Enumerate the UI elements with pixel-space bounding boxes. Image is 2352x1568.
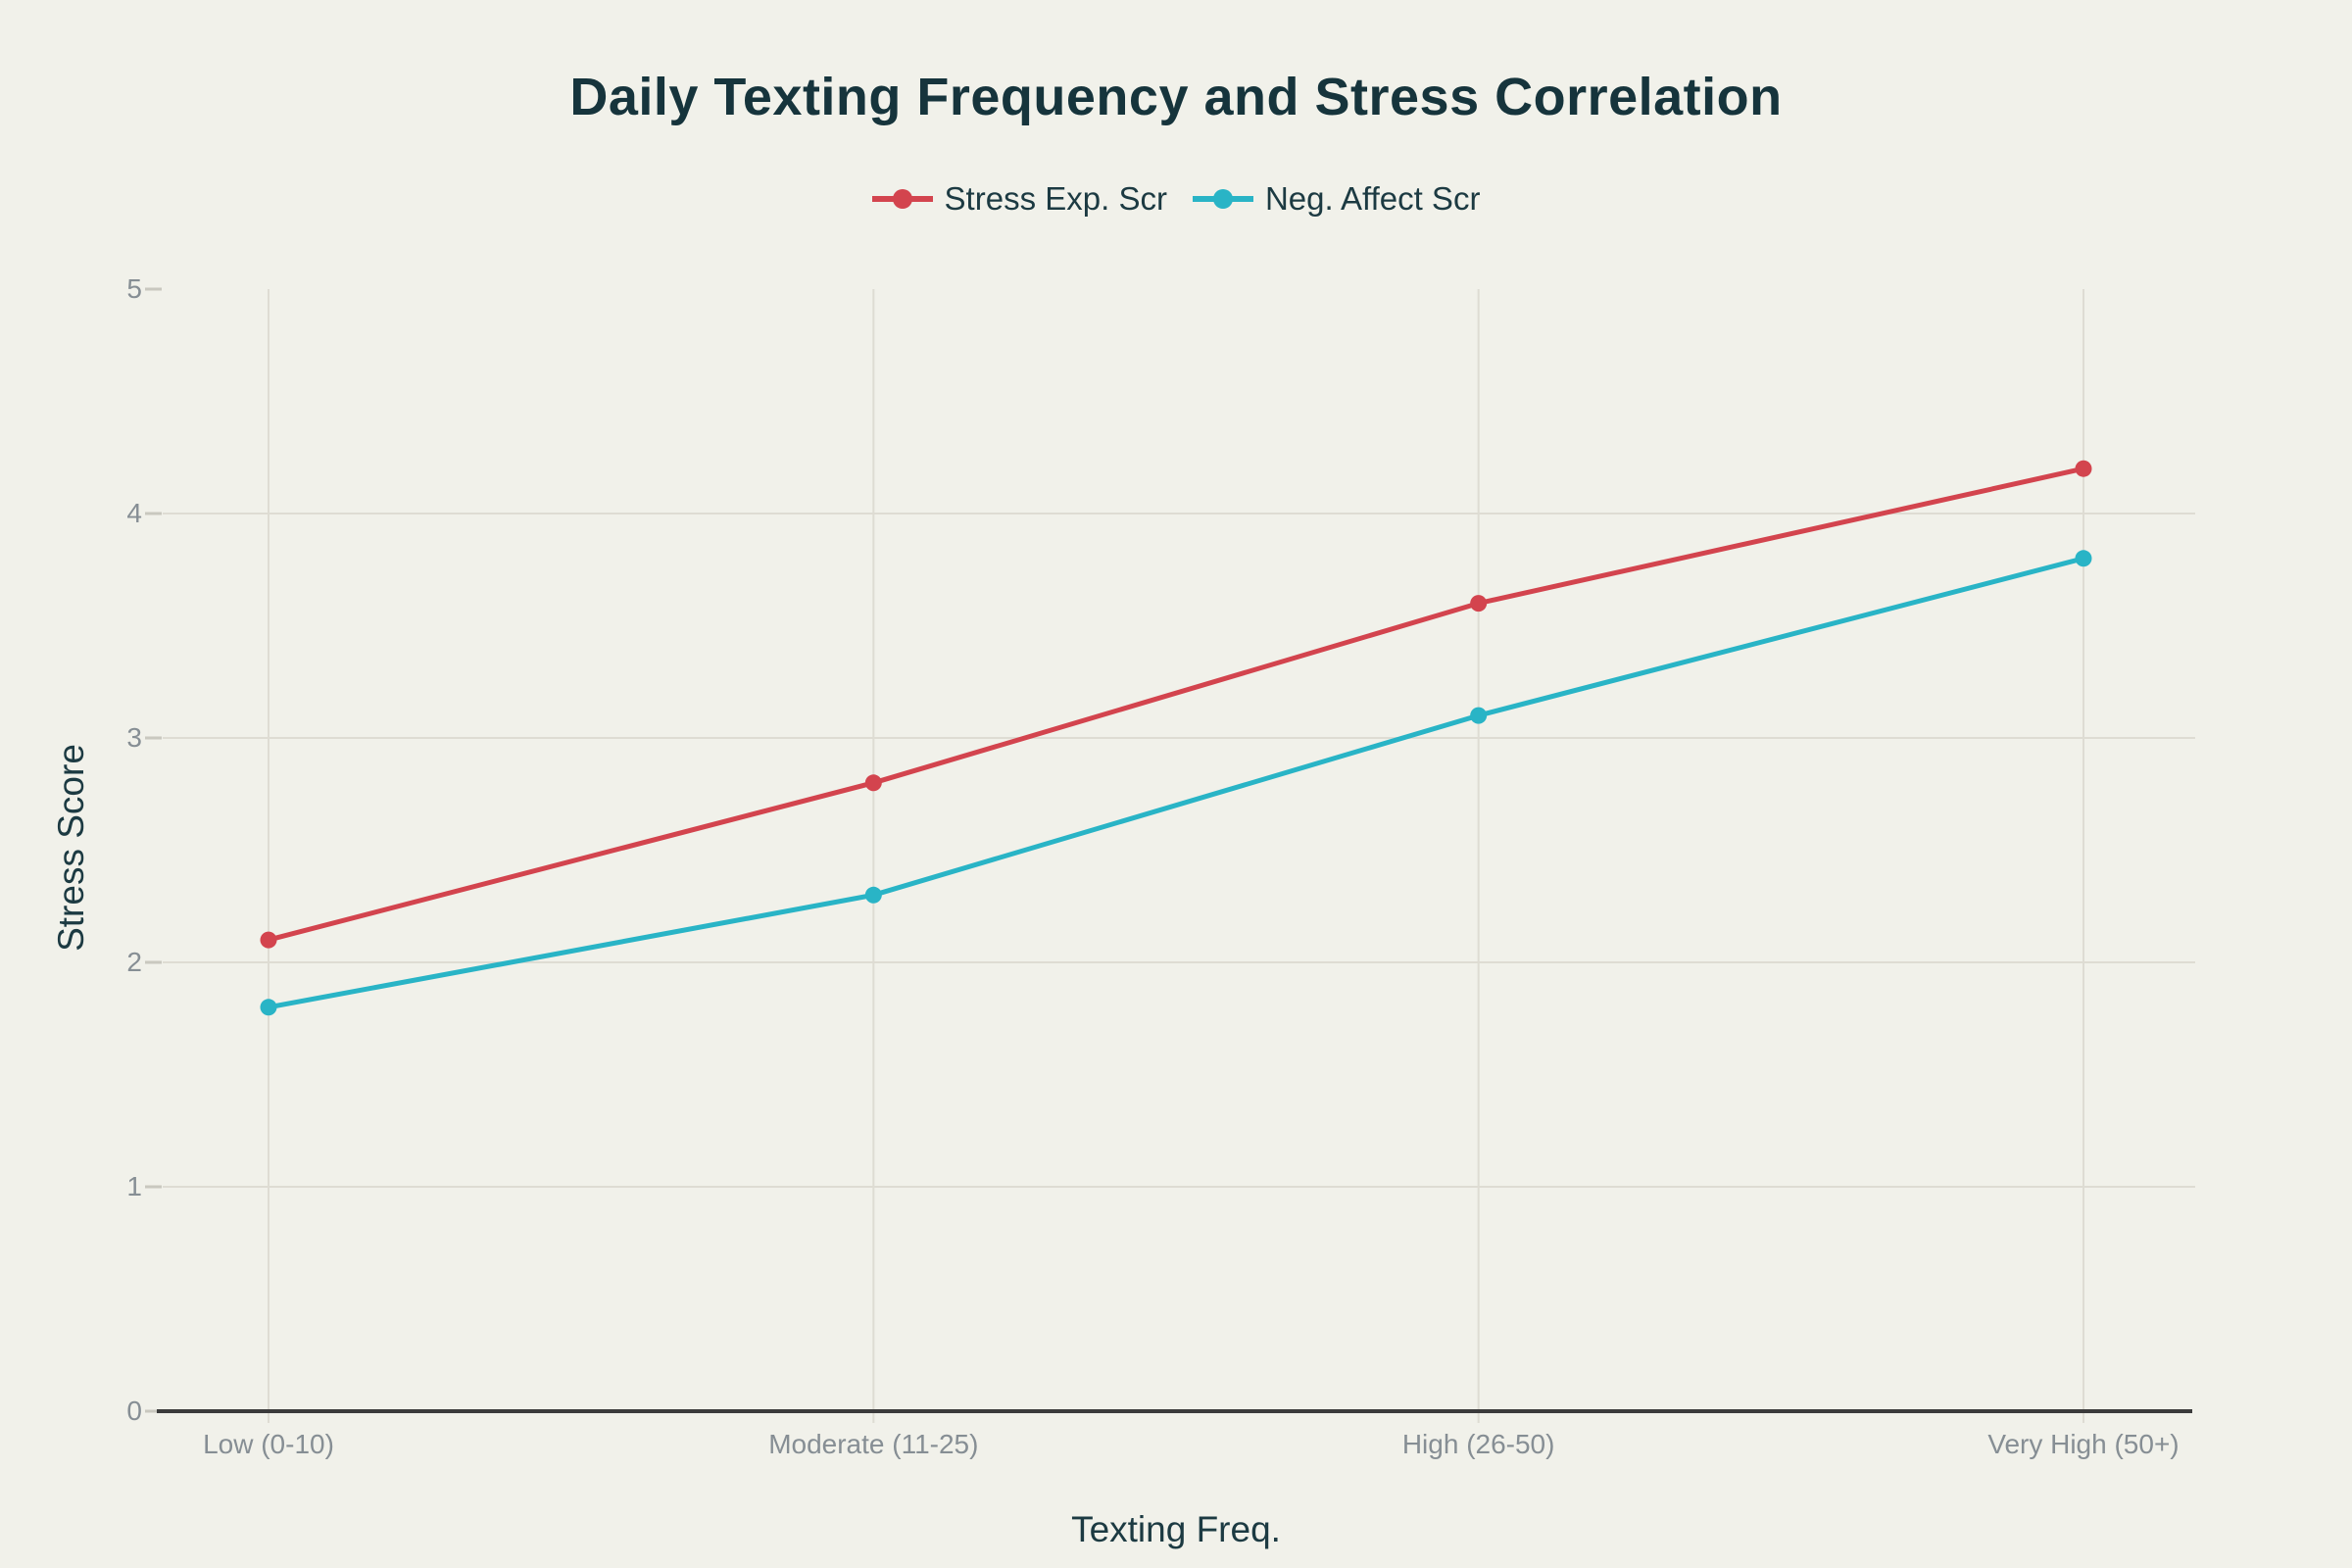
- y-axis-title: Stress Score: [51, 744, 91, 952]
- y-tick-label: 3: [126, 722, 142, 753]
- y-tick-label: 4: [126, 498, 142, 528]
- legend-item-neg-affect-scr[interactable]: Neg. Affect Scr: [1192, 180, 1481, 218]
- legend-label: Neg. Affect Scr: [1264, 180, 1481, 217]
- x-tick-label: Very High (50+): [1987, 1429, 2179, 1459]
- legend-marker-icon: [1192, 189, 1253, 209]
- chart-title: Daily Texting Frequency and Stress Corre…: [569, 68, 1783, 126]
- legend-marker-icon: [871, 189, 933, 209]
- y-tick-label: 1: [126, 1171, 142, 1201]
- data-point-stress-exp-scr: [2075, 460, 2092, 477]
- y-tick-label: 0: [126, 1396, 142, 1426]
- legend-item-stress-exp-scr[interactable]: Stress Exp. Scr: [871, 180, 1167, 218]
- data-point-neg-affect-scr: [260, 999, 277, 1016]
- data-point-neg-affect-scr: [1470, 707, 1488, 724]
- data-point-neg-affect-scr: [864, 886, 882, 904]
- legend: Stress Exp. Scr Neg. Affect Scr: [0, 180, 2352, 218]
- y-tick-label: 2: [126, 947, 142, 977]
- y-tick-label: 5: [126, 273, 142, 304]
- data-point-stress-exp-scr: [864, 774, 882, 792]
- x-axis-title: Texting Freq.: [1071, 1509, 1281, 1549]
- x-tick-label: Low (0-10): [203, 1429, 334, 1459]
- data-point-neg-affect-scr: [2075, 550, 2092, 567]
- series-line-stress-exp-scr: [266, 466, 2086, 943]
- legend-label: Stress Exp. Scr: [944, 180, 1167, 217]
- data-point-stress-exp-scr: [260, 931, 277, 949]
- x-tick-label: Moderate (11-25): [768, 1429, 978, 1459]
- series-line-neg-affect-scr: [266, 556, 2086, 1010]
- data-point-stress-exp-scr: [1470, 595, 1488, 612]
- x-tick-label: High (26-50): [1402, 1429, 1555, 1459]
